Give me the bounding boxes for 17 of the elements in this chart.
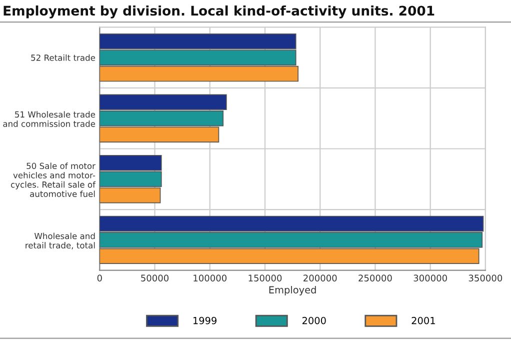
x-tick-label: 200000	[304, 274, 337, 282]
chart-title: Employment by division. Local kind-of-activity units. 2001	[4, 5, 434, 18]
x-tick-label: 0	[97, 274, 102, 282]
x-axis-title: Employed	[269, 286, 316, 296]
legend-label: 2000	[302, 316, 326, 324]
y-tick-label: Wholesale and retail trade, total	[26, 232, 95, 250]
y-tick-label: 52 Retailt trade	[31, 54, 96, 61]
x-tick-label: 300000	[414, 274, 447, 282]
x-tick-label: 350000	[468, 274, 502, 282]
x-tick-label: 100000	[194, 274, 227, 282]
legend-label: 1999	[193, 316, 216, 324]
x-tick-label: 150000	[248, 274, 282, 282]
legend-label: 2001	[412, 316, 435, 324]
x-tick-label: 250000	[358, 274, 392, 282]
y-tick-label: 50 Sale of motor vehicles and motor- cycles. Retail sale of automotive fuel	[10, 162, 96, 198]
y-tick-label: 51 Wholesale trade and commission trade	[3, 111, 96, 127]
x-tick-label: 50000	[141, 274, 169, 282]
